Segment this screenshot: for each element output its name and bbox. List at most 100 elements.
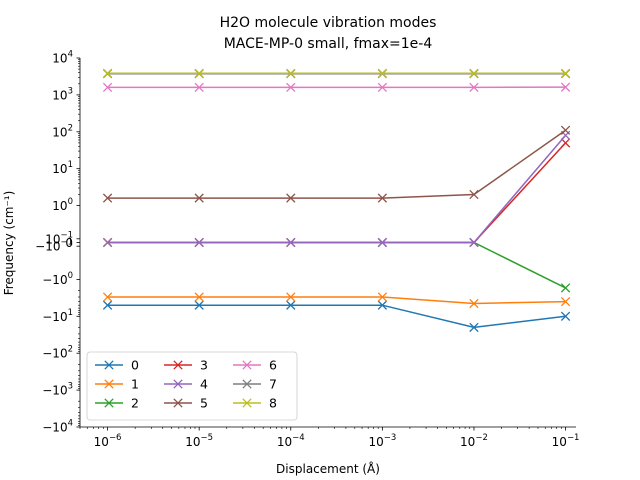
series-line-1 bbox=[107, 296, 566, 305]
data-point bbox=[102, 292, 113, 302]
data-point bbox=[194, 193, 204, 203]
x-tick-label: 10−2 bbox=[460, 433, 488, 449]
y-tick-label: 100 bbox=[52, 197, 73, 213]
legend-swatch-marker bbox=[104, 398, 114, 408]
y-axis-label: Frequency (cm⁻¹) bbox=[2, 191, 16, 296]
series-line-4 bbox=[107, 134, 567, 244]
legend-label: 3 bbox=[200, 358, 208, 373]
legend-swatch-marker bbox=[104, 379, 114, 389]
data-point bbox=[102, 82, 113, 93]
data-point bbox=[377, 82, 388, 93]
data-point bbox=[560, 125, 571, 135]
legend-item-3: 3 bbox=[164, 358, 208, 373]
series-line-5 bbox=[107, 129, 566, 199]
y-tick-label: 102 bbox=[52, 123, 73, 139]
legend-swatch-marker bbox=[173, 379, 183, 389]
legend-label: 7 bbox=[269, 377, 277, 392]
legend-label: 5 bbox=[200, 396, 208, 411]
y-tick-label: 10−1 bbox=[45, 230, 73, 246]
data-point bbox=[102, 300, 113, 310]
legend-swatch-marker bbox=[104, 360, 114, 370]
x-tick-label: 10−3 bbox=[368, 433, 396, 449]
data-point bbox=[560, 283, 571, 293]
data-point bbox=[286, 193, 296, 203]
x-tick-label: 10−5 bbox=[185, 433, 213, 449]
data-point bbox=[194, 237, 204, 248]
data-point bbox=[102, 193, 113, 203]
legend-item-7: 7 bbox=[233, 377, 277, 392]
y-tick-label: −100 bbox=[42, 271, 73, 287]
y-tick-label: −103 bbox=[42, 382, 73, 398]
y-tick-label: −104 bbox=[42, 419, 73, 435]
legend-item-5: 5 bbox=[164, 396, 208, 411]
legend-label: 6 bbox=[269, 358, 277, 373]
data-point bbox=[560, 296, 571, 307]
y-tick-label: −102 bbox=[42, 345, 73, 361]
legend-item-4: 4 bbox=[164, 377, 208, 392]
y-tick-label: −101 bbox=[42, 308, 73, 324]
x-tick-label: 10−4 bbox=[277, 433, 305, 449]
x-tick-label: 10−1 bbox=[552, 433, 580, 449]
y-tick-label: 0 bbox=[65, 236, 73, 250]
data-point bbox=[377, 193, 388, 203]
series-0 bbox=[102, 300, 571, 333]
data-point bbox=[194, 292, 204, 302]
data-point bbox=[469, 82, 479, 93]
legend-swatch-marker bbox=[242, 398, 252, 408]
series-layer bbox=[102, 68, 571, 333]
data-point bbox=[286, 237, 296, 248]
series-2 bbox=[102, 237, 571, 293]
legend-swatch-marker bbox=[242, 360, 252, 370]
legend-label: 4 bbox=[200, 377, 208, 392]
legend-label: 8 bbox=[269, 396, 277, 411]
data-point bbox=[560, 82, 571, 92]
axes: 10410310210110010−10−10−1−100−101−102−10… bbox=[35, 50, 579, 450]
legend: 0 1 2 3 4 5 6 7 8 bbox=[86, 351, 298, 421]
data-point bbox=[377, 300, 388, 310]
legend-swatch-marker bbox=[242, 379, 252, 389]
series-8 bbox=[102, 68, 571, 78]
data-point bbox=[377, 237, 388, 248]
data-point bbox=[286, 292, 296, 302]
data-point bbox=[377, 68, 388, 78]
y-tick-label: 104 bbox=[52, 50, 73, 66]
data-point bbox=[469, 68, 479, 78]
x-tick-label: 10−6 bbox=[94, 433, 122, 449]
series-line-0 bbox=[107, 304, 566, 329]
data-point bbox=[469, 298, 479, 309]
data-point bbox=[286, 82, 296, 93]
y-tick-label: −10−1 bbox=[35, 238, 73, 254]
data-point bbox=[102, 237, 113, 248]
series-5 bbox=[102, 125, 571, 203]
y-tick-label: 101 bbox=[52, 160, 73, 176]
legend-item-2: 2 bbox=[95, 396, 139, 411]
series-3 bbox=[102, 138, 571, 248]
legend-item-6: 6 bbox=[233, 358, 277, 373]
data-point bbox=[377, 292, 388, 302]
series-line-2 bbox=[107, 241, 566, 289]
data-point bbox=[469, 237, 479, 248]
data-point bbox=[469, 322, 479, 333]
data-point bbox=[560, 138, 571, 148]
data-point bbox=[194, 300, 204, 310]
legend-label: 1 bbox=[131, 377, 139, 392]
legend-swatch-marker bbox=[173, 360, 183, 370]
data-point bbox=[469, 189, 479, 200]
legend-label: 0 bbox=[131, 358, 139, 373]
legend-item-1: 1 bbox=[95, 377, 139, 392]
data-point bbox=[102, 68, 113, 78]
series-6 bbox=[102, 82, 571, 93]
data-point bbox=[194, 82, 204, 93]
chart-subtitle: MACE-MP-0 small, fmax=1e-4 bbox=[224, 36, 433, 52]
chart-title: H2O molecule vibration modes bbox=[220, 15, 437, 31]
data-point bbox=[286, 300, 296, 310]
legend-box bbox=[86, 351, 298, 421]
data-point bbox=[560, 68, 571, 78]
legend-item-0: 0 bbox=[95, 358, 139, 373]
x-axis-label: Displacement (Å) bbox=[276, 461, 380, 476]
series-1 bbox=[102, 292, 571, 309]
legend-label: 2 bbox=[131, 396, 139, 411]
legend-item-8: 8 bbox=[233, 396, 277, 411]
y-tick-label: 103 bbox=[52, 86, 73, 102]
